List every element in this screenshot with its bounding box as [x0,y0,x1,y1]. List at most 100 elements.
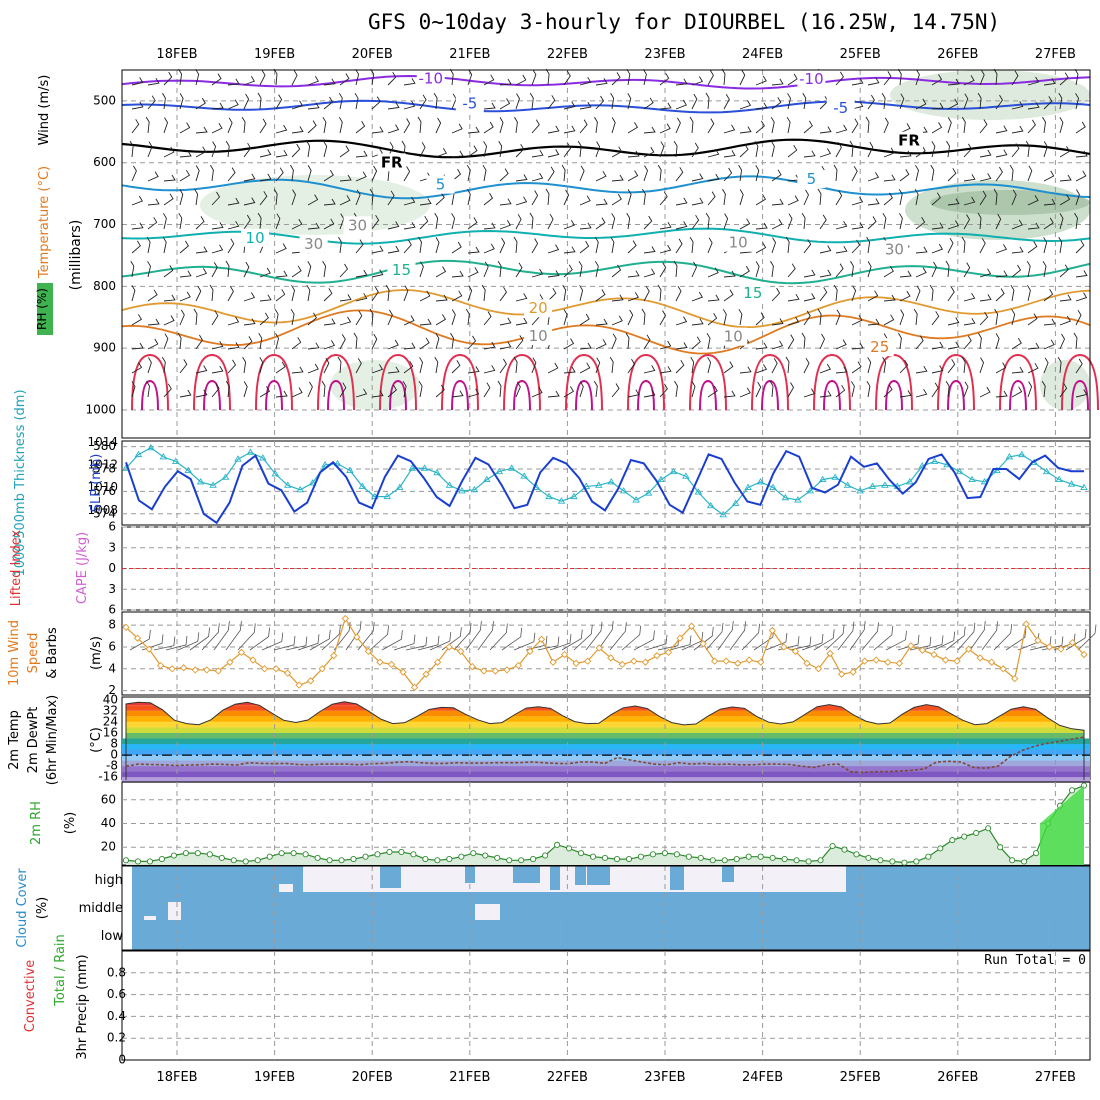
wind-barb [259,149,272,158]
wind-barb [531,238,539,254]
wind-barb [146,380,150,398]
isotherm-line [389,379,407,411]
isotherm-line [121,74,1091,90]
wind-barb [723,150,736,158]
wind10m-barb [141,634,164,651]
thickness-tick: 580 [93,439,116,453]
wind10m-barb [405,636,428,651]
wind-barb [643,126,656,134]
wind-barb [195,334,203,350]
wind-barb [786,116,791,134]
wind10m-barb [537,636,560,651]
wind-barb [963,317,976,326]
rh-area [930,190,1090,215]
wind-barb [946,140,950,158]
rh-tick: 40 [101,816,116,830]
wind10m-point [156,661,165,670]
wind-barb [403,221,416,230]
wind-barb [659,366,672,374]
li-tick: 6 [108,603,116,617]
slp-point [557,497,566,504]
wind-barb [225,380,230,398]
rh-point [613,856,621,863]
wind-barb [499,117,504,134]
contour-label-bg [865,338,894,357]
wind-barb [211,365,224,374]
wind-barb [739,69,746,86]
wind10m-barb [633,630,655,651]
cloud-unit-label: (%) [35,897,50,920]
wind-barb [339,334,346,350]
thickness-line [125,449,1084,525]
wind-barb [483,222,496,230]
rh-point [422,856,429,863]
li-tick: 0 [108,561,116,575]
wind-barb [787,316,800,326]
wind-barb [451,241,462,254]
wind-barb [339,174,352,182]
wind-barb [851,285,857,302]
rh-point [482,852,489,859]
wind-barb [563,246,576,254]
wind10m-point [122,623,130,631]
wind-barb [129,140,134,158]
wind-barb [403,78,416,86]
rh-point [506,857,513,864]
contour-label-bg [524,327,553,346]
wind-barb [721,68,726,86]
wind-barb [307,120,317,134]
cloud-mid-gap [168,902,181,920]
temp-band [126,701,1084,706]
slp-point [955,467,964,475]
wind-barb [435,117,442,134]
wind-barb [819,269,832,278]
wind-barb [643,69,647,86]
wind-barb [323,218,335,230]
wind-barb [755,102,768,110]
pressure-tick: 500 [93,93,116,107]
wind-barb [211,244,224,254]
wind10m-point [237,648,246,657]
contour-label-bg [826,98,855,117]
wind-barb [131,165,137,182]
wind-barb [627,358,636,374]
wind-barb [626,68,631,86]
rh-point [913,858,920,865]
wind-barb [547,287,557,302]
contour-label: -10 [419,69,444,87]
dewpoint-line [125,736,1085,774]
wind-barb [147,289,158,302]
wind-barb [371,333,378,350]
wind-barb [195,69,200,86]
wind-barb [227,197,240,206]
wind-barb [435,294,448,302]
wind-barb [483,261,489,278]
rh-area [330,360,420,410]
wind10m-barb [393,634,416,651]
wind-barb [131,195,143,206]
wind-barb [179,270,192,278]
cloud-mid-gap [144,916,156,920]
wind-barb [817,308,822,326]
wind-barb [1075,292,1088,302]
wind-barb [403,285,409,302]
wind-barb [355,189,361,206]
wind-barb [307,342,320,350]
contour-label-bg [455,94,484,113]
wind-barb [419,261,424,278]
wind10m-point [272,665,280,673]
slp-point [881,481,889,488]
wind-barb [243,142,252,158]
wind-barb [755,120,765,134]
wind-barb [931,382,939,398]
cloud-high-block [722,866,734,882]
slp-point [831,473,839,480]
wind-barb [355,269,368,278]
slp-point [470,485,479,493]
rh-point [158,856,165,863]
wind-barb [355,69,360,86]
wind-barb [450,332,454,350]
wind-barb [1027,222,1040,230]
temp-tick: 16 [103,725,118,739]
wind-barb [371,165,378,182]
